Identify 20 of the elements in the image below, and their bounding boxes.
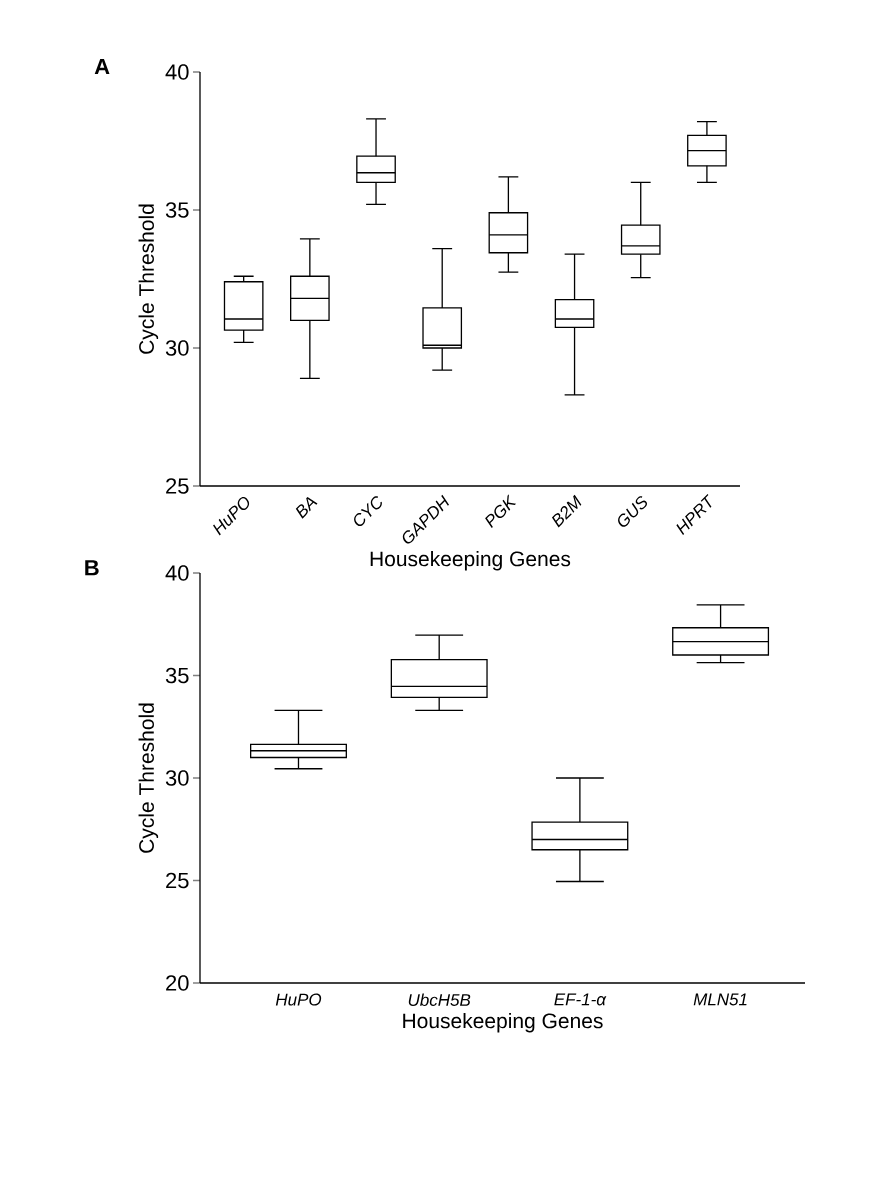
y-axis-title: Cycle Threshold (138, 703, 159, 853)
x-tick-label: MLN51 (693, 993, 747, 1006)
y-tick-label: 40 (165, 565, 189, 581)
text: B (85, 560, 99, 576)
y-tick-label: 25 (166, 478, 189, 494)
y-tick-label: 25 (166, 872, 189, 889)
x-tick-label: HuPO (275, 993, 322, 1006)
x-tick-label: EF-1-α (554, 993, 607, 1006)
y-tick-label: 20 (166, 975, 189, 991)
y-tick-label: 35 (165, 667, 189, 684)
y-tick-label: 35 (165, 202, 189, 218)
text: A (94, 58, 110, 75)
x-axis-title: Housekeeping Genes (403, 1012, 603, 1033)
x-tick-label: UbcH5B (408, 993, 471, 1007)
x-axis-title: Housekeeping Genes (370, 550, 571, 571)
x-tick-label: BA (295, 497, 318, 519)
y-tick-label: 30 (165, 340, 189, 356)
y-tick-label: 30 (165, 770, 189, 786)
y-tick-label: 40 (165, 64, 189, 80)
y-axis-title: Cycle Threshold (138, 204, 159, 354)
